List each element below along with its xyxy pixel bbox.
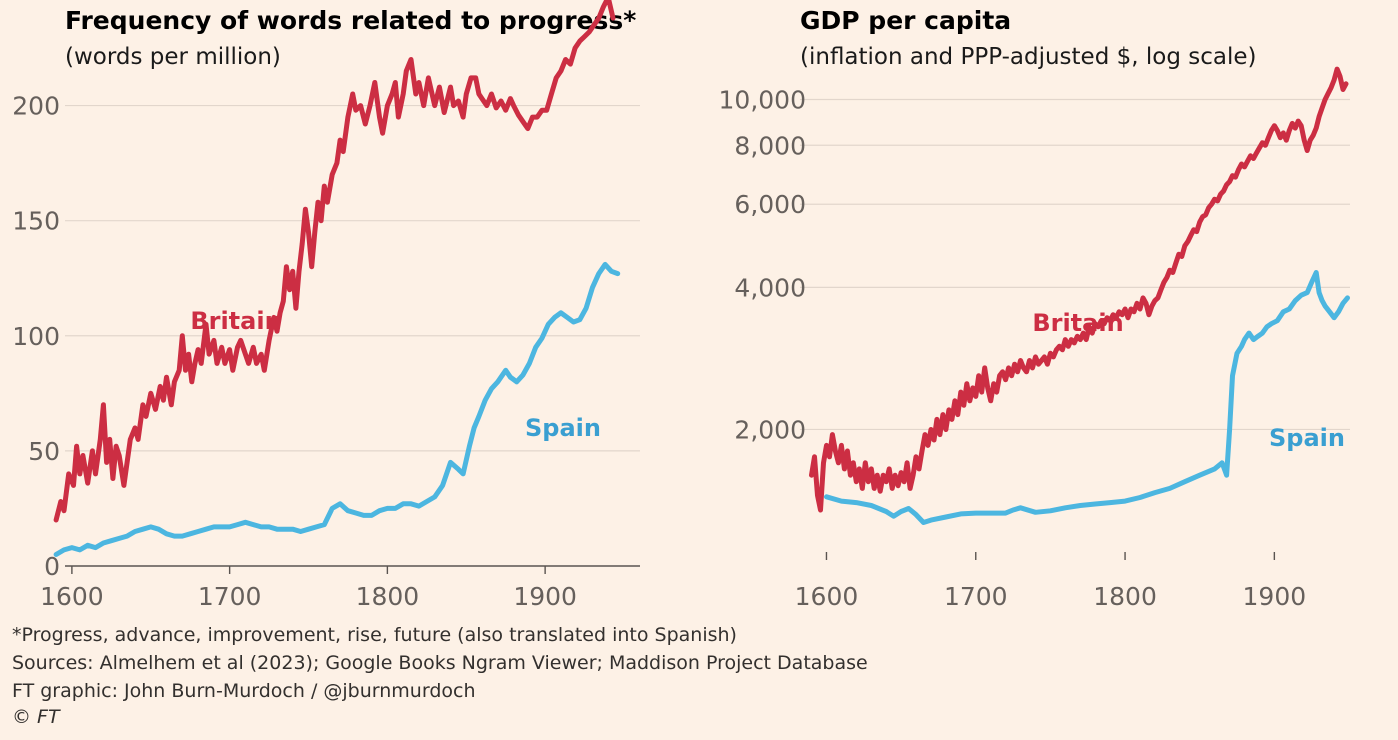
y-tick-label: 150 [12,207,60,236]
y-tick-label: 50 [28,437,60,466]
y-tick-label: 100 [12,322,60,351]
series-line-britain [53,0,616,523]
x-tick-label: 1900 [1243,582,1307,611]
y-tick-label: 10,000 [719,86,806,115]
x-tick-label: 1900 [513,582,577,611]
x-tick-label: 1600 [795,582,859,611]
y-tick-label: 6,000 [734,190,806,219]
series-line-spain [824,270,1350,525]
y-tick-label: 200 [12,92,60,121]
footnote: *Progress, advance, improvement, rise, f… [12,624,737,646]
x-tick-label: 1700 [198,582,262,611]
sources: Sources: Almelhem et al (2023); Google B… [12,652,868,674]
x-tick-label: 1700 [944,582,1008,611]
series-line-spain [53,261,621,557]
series-label-britain: Britain [190,307,281,335]
y-tick-label: 2,000 [734,415,806,444]
series-line-britain [809,66,1349,513]
series-label-spain: Spain [1269,424,1345,452]
y-tick-label: 0 [44,552,60,581]
x-tick-label: 1600 [40,582,104,611]
charts-canvas: 0 50 100 150 200 1600 1700 1800 1900 Britain Spain… [12,0,1350,611]
x-tick-label: 1800 [356,582,420,611]
series-label-spain: Spain [525,414,601,442]
left-chart-title: Frequency of words related to progress* [65,6,637,35]
copyright: © FT [12,706,60,728]
y-tick-label: 4,000 [734,273,806,302]
y-tick-label: 8,000 [734,131,806,160]
series-label-britain: Britain [1032,309,1123,337]
right-chart-subtitle: (inflation and PPP-adjusted $, log scale… [800,44,1257,70]
x-tick-label: 1800 [1093,582,1157,611]
left-chart-subtitle: (words per million) [65,44,281,70]
credit: FT graphic: John Burn-Murdoch / @jburnmu… [12,680,476,702]
right-chart-title: GDP per capita [800,6,1012,35]
